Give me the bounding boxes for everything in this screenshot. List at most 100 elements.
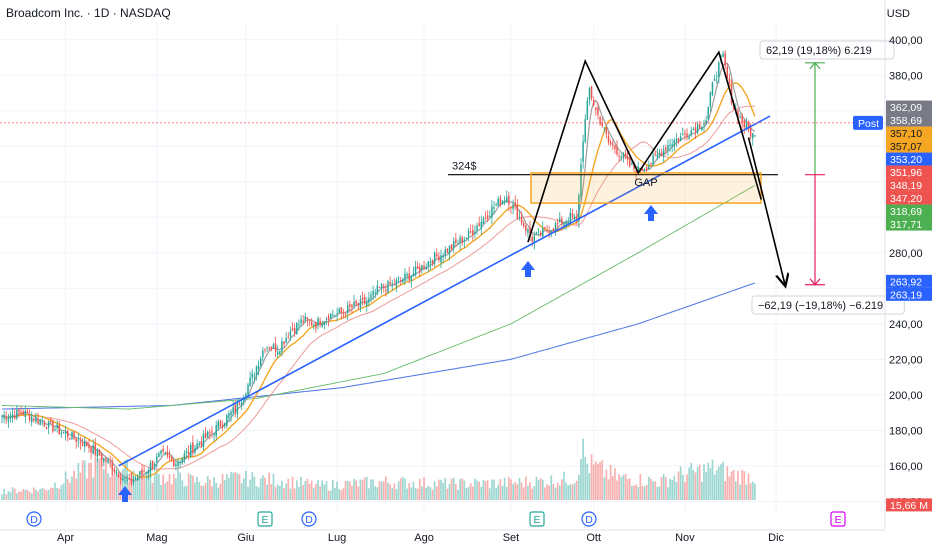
volume-bar [62, 483, 65, 500]
volume-bar [588, 473, 591, 500]
volume-bar [47, 489, 50, 500]
candle-body [686, 133, 688, 138]
candle-body [582, 141, 584, 162]
candle-body [512, 204, 514, 210]
candle-body [497, 198, 500, 206]
candle-body [620, 156, 623, 159]
y-tick-label: 160,00 [889, 461, 923, 473]
measure-up-label: 62,19 (19,18%) 6.219 [766, 45, 872, 57]
volume-bar [654, 481, 657, 500]
volume-bar [552, 483, 555, 500]
candle-body [603, 127, 606, 129]
candle-body [548, 232, 550, 234]
volume-bar [535, 476, 538, 500]
candle-body [22, 411, 24, 415]
volume-bar [694, 472, 697, 500]
candle-body [185, 450, 188, 454]
candle-body [149, 462, 152, 471]
volume-bar [641, 485, 644, 500]
price-tag-label: 317,71 [890, 219, 922, 231]
volume-bar [331, 479, 334, 500]
volume-bar [9, 492, 12, 500]
volume-bar [395, 489, 398, 500]
volume-bar [325, 481, 328, 500]
volume-bar [143, 473, 145, 500]
volume-bar [705, 472, 707, 500]
volume-bar [73, 470, 75, 500]
volume-bar [611, 476, 614, 500]
candle-body [47, 420, 50, 428]
volume-bar [166, 481, 169, 500]
candle-body [567, 222, 569, 224]
volume-bar [15, 493, 18, 500]
candle-body [236, 401, 239, 415]
candle-body [461, 237, 463, 243]
candle-body [43, 422, 46, 427]
volume-bar [554, 487, 557, 500]
x-tick-label: Apr [57, 532, 74, 544]
volume-bar [365, 476, 368, 500]
candle-body [688, 136, 690, 140]
volume-bar [618, 474, 620, 500]
volume-bar [336, 481, 338, 500]
volume-bar [603, 477, 606, 500]
candle-body [652, 154, 654, 166]
volume-bar [96, 458, 99, 500]
candle-body [658, 152, 661, 156]
volume-bar [75, 478, 78, 500]
volume-bar [635, 484, 637, 500]
volume-bar [304, 480, 307, 500]
volume-bar [136, 479, 139, 500]
price-tag [886, 191, 932, 205]
volume-bar [155, 469, 158, 500]
candle-body [234, 404, 237, 412]
price-tag-label: 362,09 [890, 102, 922, 114]
volume-bar [480, 486, 483, 500]
candle-body [126, 479, 128, 481]
candle-body [37, 419, 39, 424]
price-tag [886, 152, 932, 166]
candle-body [705, 120, 707, 125]
volume-bar [372, 479, 374, 500]
candle-body [200, 440, 203, 446]
volume-bar [181, 480, 184, 500]
candle-body [535, 232, 538, 235]
volume-bar [707, 462, 710, 500]
candle-body [257, 365, 260, 369]
candle-body [406, 274, 408, 276]
drawings[interactable]: 324$ GAP 62,19 (19,18%) 6.219 −62,19 (−19,1… [0, 40, 905, 527]
volume-bar [274, 486, 277, 500]
volume-bar [720, 464, 722, 500]
volume-bar [139, 473, 141, 500]
candle-body [525, 225, 527, 231]
candle-body [308, 319, 311, 321]
candle-body [366, 302, 368, 307]
candle-body [64, 432, 67, 434]
volume-bar [734, 481, 737, 500]
candle-body [115, 471, 118, 473]
candle-body [259, 358, 262, 366]
candle-body [527, 229, 529, 233]
volume-bar [351, 485, 353, 500]
volume-bar [563, 471, 565, 500]
volume-bar [664, 477, 667, 500]
volume-bar [192, 475, 194, 500]
volume-bar [514, 482, 517, 500]
volume-bar [455, 484, 457, 500]
candle-body [41, 422, 44, 424]
candle-body [141, 469, 143, 474]
candle-body [743, 120, 746, 128]
candle-body [612, 143, 614, 146]
candle-body [586, 100, 589, 120]
candle-body [667, 145, 669, 151]
candle-body [520, 217, 523, 224]
sma-fast-line [1, 62, 756, 481]
volume-bar [83, 460, 86, 500]
volume-bar [234, 471, 237, 500]
y-tick-label: 200,00 [889, 390, 923, 402]
volume-bar [408, 483, 411, 500]
candle-body [77, 439, 80, 441]
candle-body [86, 442, 88, 447]
measure-up-arrow [809, 61, 821, 70]
